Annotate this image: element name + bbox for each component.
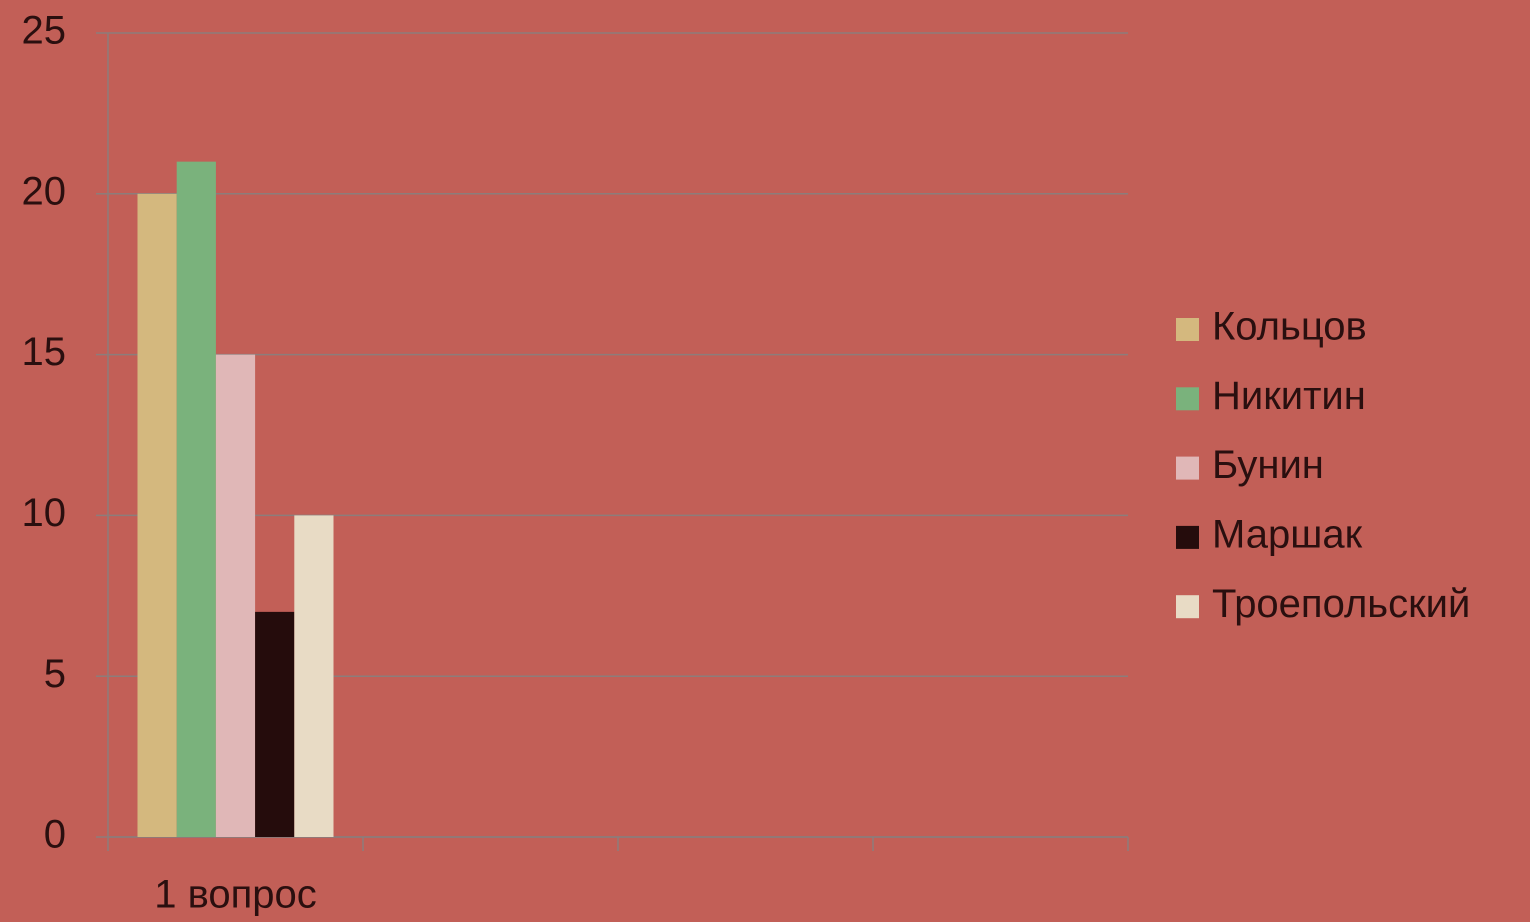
legend-label: Маршак <box>1212 512 1363 556</box>
y-tick-label: 10 <box>22 491 67 535</box>
legend-label: Троепольский <box>1212 582 1470 626</box>
legend-swatch <box>1176 387 1199 411</box>
bar <box>137 193 177 838</box>
bar <box>255 611 295 837</box>
bar <box>215 354 256 837</box>
bar <box>294 515 334 837</box>
y-tick-label: 5 <box>44 652 66 696</box>
y-tick-label: 20 <box>22 169 67 213</box>
y-tick-label: 0 <box>44 813 66 857</box>
y-tick-label: 15 <box>22 330 67 374</box>
legend-label: Бунин <box>1212 443 1324 487</box>
legend-label: Кольцов <box>1212 305 1367 349</box>
legend-label: Никитин <box>1212 374 1366 418</box>
y-tick-label: 25 <box>22 9 67 53</box>
bar <box>176 161 216 837</box>
legend-swatch <box>1176 318 1199 341</box>
legend-swatch <box>1176 525 1199 549</box>
legend-swatch <box>1176 456 1199 480</box>
legend-swatch <box>1176 595 1199 619</box>
x-tick-label: 1 вопрос <box>154 873 317 917</box>
